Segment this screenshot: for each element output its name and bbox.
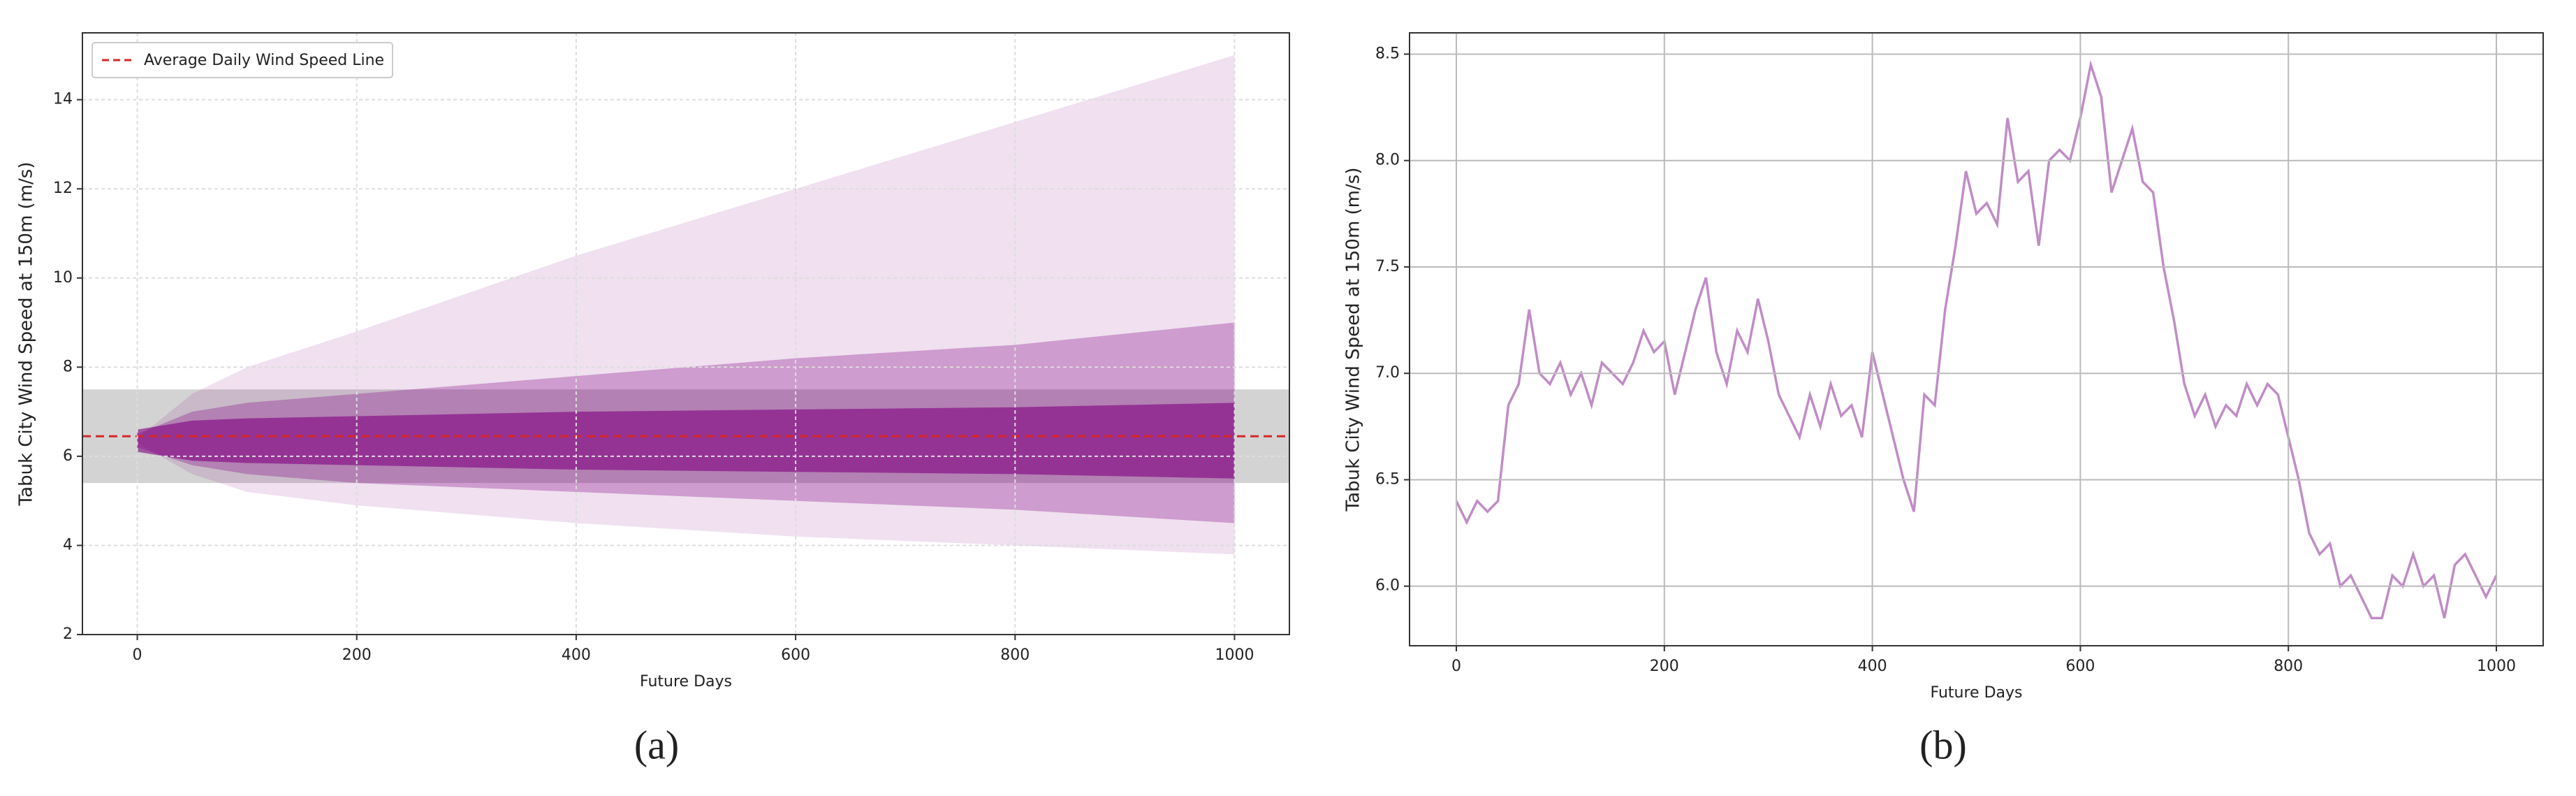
x-tick-label: 600 <box>781 646 810 664</box>
x-tick-label: 1000 <box>2477 658 2516 675</box>
legend-label: Average Daily Wind Speed Line <box>144 52 384 69</box>
plot-area <box>82 55 1289 555</box>
y-tick-label: 6 <box>63 447 73 465</box>
y-tick-label: 12 <box>53 180 73 197</box>
y-tick-label: 6.5 <box>1375 470 1400 488</box>
legend-box <box>92 42 393 78</box>
x-tick-label: 400 <box>562 646 591 664</box>
y-tick-label: 8.0 <box>1375 152 1400 169</box>
y-tick-label: 4 <box>63 536 73 553</box>
y-tick-label: 10 <box>53 269 73 287</box>
y-tick-label: 7.5 <box>1375 258 1400 275</box>
y-tick-label: 14 <box>53 91 73 108</box>
data-line <box>1455 59 2498 620</box>
axes-frame <box>82 32 1290 635</box>
x-tick-label: 200 <box>1650 658 1679 675</box>
y-axis-label: Tabuk City Wind Speed at 150m (m/s) <box>1343 168 1364 512</box>
x-tick-label: 0 <box>133 646 142 664</box>
y-tick-label: 8 <box>63 358 73 375</box>
x-axis-label: Future Days <box>640 673 732 690</box>
panel-caption: (a) <box>634 722 679 767</box>
fan-envelope <box>137 403 1235 479</box>
y-tick-label: 8.5 <box>1375 45 1400 62</box>
x-tick-label: 600 <box>2065 658 2095 675</box>
x-tick-label: 800 <box>1000 646 1030 664</box>
y-tick-label: 6.0 <box>1375 577 1400 595</box>
y-axis-label: Tabuk City Wind Speed at 150m (m/s) <box>16 162 37 507</box>
x-tick-label: 0 <box>1451 658 1461 675</box>
axes-frame <box>1409 32 2544 646</box>
plot-area <box>1455 59 2498 620</box>
x-axis-label: Future Days <box>1931 684 2023 702</box>
x-tick-label: 200 <box>342 646 372 664</box>
x-tick-label: 1000 <box>1215 646 1254 664</box>
x-tick-label: 800 <box>2274 658 2303 675</box>
x-tick-label: 400 <box>1858 658 1887 675</box>
y-tick-label: 7.0 <box>1375 364 1400 382</box>
y-tick-label: 2 <box>63 625 73 643</box>
panel-caption: (b) <box>1919 722 1967 767</box>
